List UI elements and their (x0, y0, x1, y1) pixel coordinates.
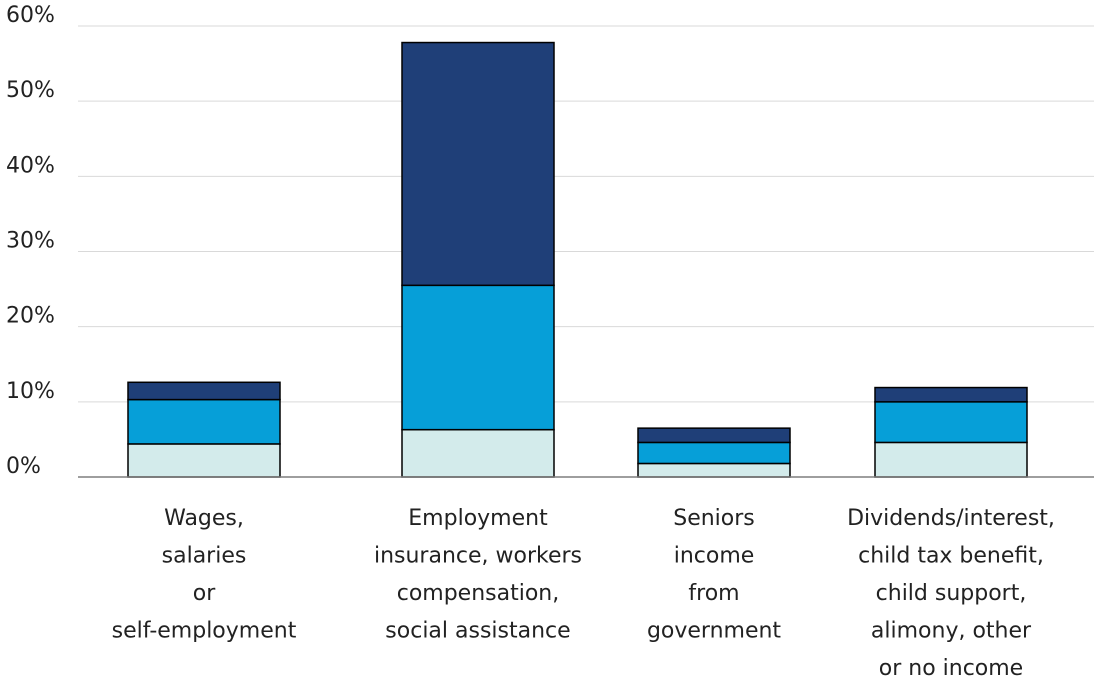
category-label-line: social assistance (385, 619, 570, 644)
bar-segment (874, 386, 1028, 403)
category-label-line: insurance, workers (374, 544, 582, 569)
category-label-line: Seniors (673, 506, 755, 531)
category-label-line: compensation, (397, 581, 560, 606)
y-tick-label: 20% (6, 304, 55, 329)
category-label: Employment insurance, workers compensation… (374, 506, 582, 644)
category-label-line: self-employment (112, 619, 297, 644)
bar-segment (401, 41, 555, 287)
y-tick-label: 30% (6, 229, 55, 254)
bar-segment (874, 441, 1028, 478)
category-label-line: child support, (876, 581, 1027, 606)
bar-segment (637, 441, 791, 465)
category-label-line: from (688, 581, 739, 606)
category-labels: Wages, salaries or self-employment Employmen… (112, 506, 1055, 681)
category-label-line: salaries (162, 544, 247, 569)
category-label: Dividends/interest, child tax benefit, chi… (847, 506, 1055, 681)
y-tick-label: 40% (6, 153, 55, 178)
category-label-line: or no income (879, 656, 1023, 681)
bar-segment (401, 284, 555, 431)
bar-segment (127, 443, 281, 478)
y-tick-label: 50% (6, 78, 55, 103)
category-label-line: or (193, 581, 216, 606)
category-label-line: Employment (408, 506, 548, 531)
y-tick-label: 10% (6, 379, 55, 404)
bar-segment (637, 462, 791, 478)
bar-segment (637, 427, 791, 444)
category-label-line: income (674, 544, 755, 569)
category-label-line: child tax benefit, (858, 544, 1044, 569)
y-axis-tick-labels: 0% 10% 20% 30% 40% 50% 60% (6, 3, 55, 479)
category-label: Wages, salaries or self-employment (112, 506, 297, 644)
bar-stack (637, 427, 791, 478)
category-label: Seniors income from government (647, 506, 781, 644)
bar-segment (127, 398, 281, 445)
gridlines (78, 25, 1094, 403)
bar-segment (874, 401, 1028, 444)
bar-segment (401, 428, 555, 478)
category-label-line: government (647, 619, 781, 644)
bar-stack (127, 381, 281, 478)
bar-stack (401, 41, 555, 478)
y-tick-label: 60% (6, 3, 55, 28)
bar-stack (874, 386, 1028, 478)
category-label-line: alimony, other (871, 619, 1032, 644)
y-tick-label: 0% (6, 454, 41, 479)
category-label-line: Wages, (164, 506, 244, 531)
bar-segment (127, 381, 281, 401)
bars (127, 41, 1028, 478)
category-label-line: Dividends/interest, (847, 506, 1055, 531)
